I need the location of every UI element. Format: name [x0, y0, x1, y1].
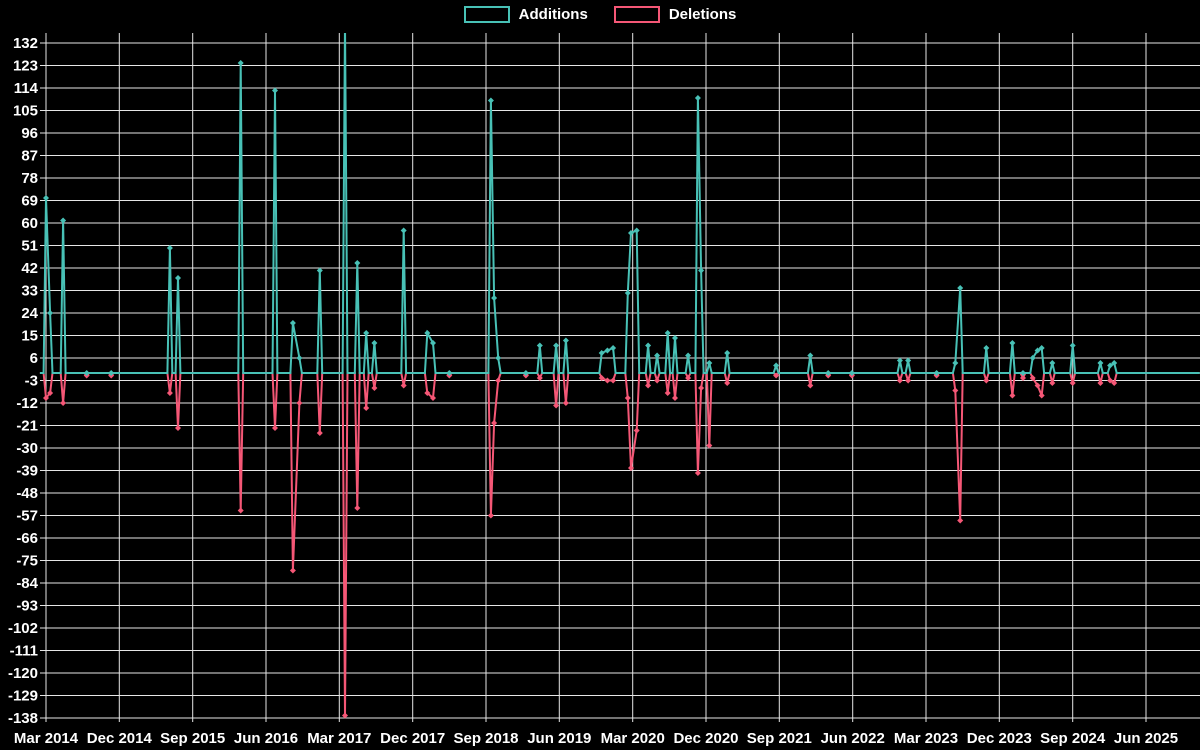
- deletions-swatch-icon: [613, 6, 660, 23]
- svg-text:Sep 2021: Sep 2021: [747, 730, 812, 747]
- svg-text:-138: -138: [8, 710, 38, 727]
- svg-text:-21: -21: [16, 418, 38, 435]
- svg-text:87: 87: [21, 148, 38, 165]
- svg-text:24: 24: [21, 305, 38, 322]
- svg-text:Sep 2015: Sep 2015: [160, 730, 225, 747]
- svg-text:Jun 2022: Jun 2022: [821, 730, 885, 747]
- x-axis-labels: Mar 2014 Dec 2014 Sep 2015 Jun 2016 Mar 2017…: [14, 730, 1178, 747]
- svg-text:-120: -120: [8, 665, 38, 682]
- svg-text:51: 51: [21, 238, 38, 255]
- deletions-line: [39, 372, 1200, 719]
- svg-text:Jun 2019: Jun 2019: [527, 730, 591, 747]
- legend-item-deletions[interactable]: Deletions: [613, 6, 737, 23]
- svg-text:96: 96: [21, 125, 38, 142]
- additions-line: [39, 33, 1200, 376]
- svg-text:Jun 2016: Jun 2016: [234, 730, 298, 747]
- legend-item-additions[interactable]: Additions: [463, 6, 588, 23]
- svg-text:-30: -30: [16, 440, 38, 457]
- svg-text:Mar 2017: Mar 2017: [307, 730, 371, 747]
- svg-text:Jun 2025: Jun 2025: [1114, 730, 1178, 747]
- deletions-label: Deletions: [668, 6, 737, 23]
- grid: [40, 33, 1200, 722]
- svg-text:Sep 2018: Sep 2018: [453, 730, 518, 747]
- svg-text:6: 6: [30, 350, 38, 367]
- svg-text:-3: -3: [25, 373, 38, 390]
- svg-text:42: 42: [21, 260, 38, 277]
- svg-text:33: 33: [21, 283, 38, 300]
- svg-text:114: 114: [14, 80, 39, 97]
- svg-text:-12: -12: [16, 395, 38, 412]
- svg-text:-57: -57: [16, 508, 38, 525]
- additions-swatch-icon: [463, 6, 510, 23]
- svg-text:78: 78: [21, 170, 38, 187]
- additions-label: Additions: [518, 6, 588, 23]
- svg-text:Dec 2023: Dec 2023: [967, 730, 1032, 747]
- svg-text:-39: -39: [16, 463, 38, 480]
- svg-text:105: 105: [13, 103, 38, 120]
- svg-text:Mar 2023: Mar 2023: [894, 730, 958, 747]
- svg-text:-93: -93: [16, 598, 38, 615]
- svg-text:-48: -48: [16, 485, 38, 502]
- svg-text:Sep 2024: Sep 2024: [1040, 730, 1106, 747]
- svg-text:Mar 2020: Mar 2020: [601, 730, 665, 747]
- svg-text:Dec 2017: Dec 2017: [380, 730, 445, 747]
- legend: Additions Deletions: [0, 6, 1200, 23]
- svg-text:-102: -102: [8, 620, 38, 637]
- svg-text:-111: -111: [10, 643, 38, 660]
- svg-text:-129: -129: [8, 688, 38, 705]
- svg-text:-84: -84: [16, 575, 38, 592]
- svg-text:Dec 2020: Dec 2020: [673, 730, 738, 747]
- svg-text:15: 15: [21, 328, 38, 345]
- svg-text:132: 132: [13, 35, 38, 52]
- svg-text:60: 60: [21, 215, 38, 232]
- y-axis-labels: 132 123 114 105 96 87 78 69 60 51 42 33 24 15 6 -3 -12 -2…: [8, 35, 39, 727]
- svg-text:-75: -75: [16, 553, 38, 570]
- svg-text:Mar 2014: Mar 2014: [14, 730, 79, 747]
- svg-text:Dec 2014: Dec 2014: [87, 730, 153, 747]
- svg-text:-66: -66: [16, 530, 38, 547]
- svg-text:123: 123: [13, 58, 38, 75]
- svg-text:69: 69: [21, 193, 38, 210]
